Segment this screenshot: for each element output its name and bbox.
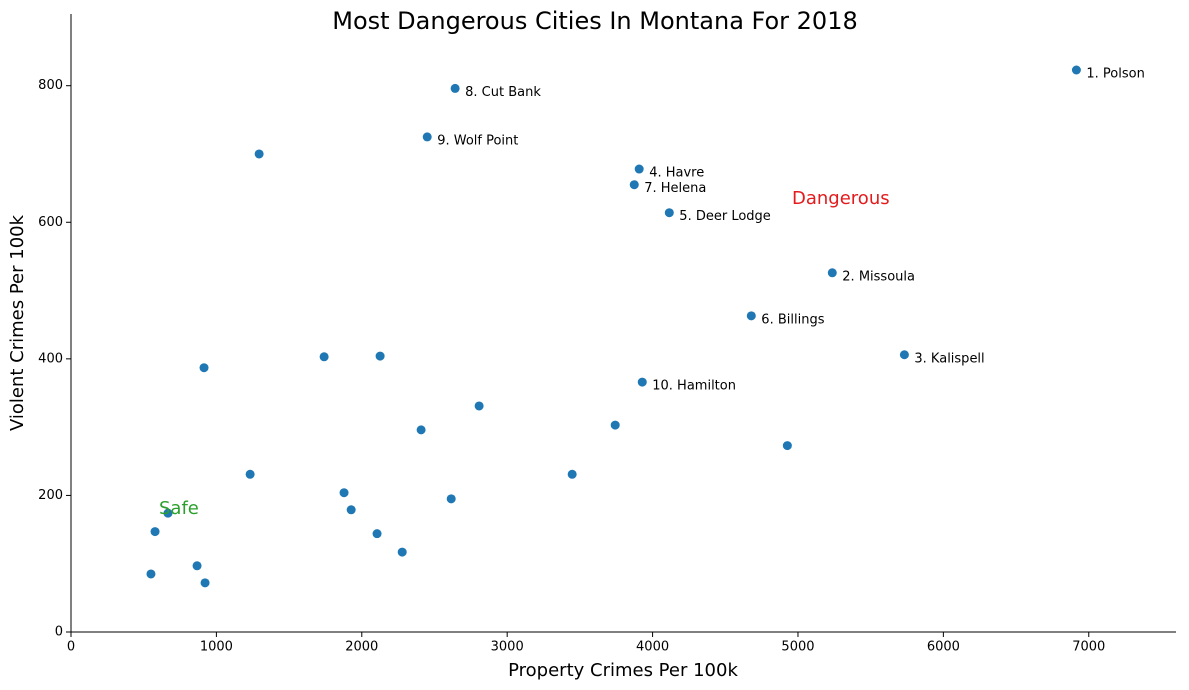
point [782,441,792,451]
point [319,352,329,362]
x-tick-label: 1000 [200,640,233,655]
point-label: 4. Havre [649,166,704,181]
x-tick-label: 4000 [636,640,669,655]
y-tick-label: 400 [38,351,63,366]
point-label: 6. Billings [761,312,824,327]
point [567,469,577,479]
point [664,208,674,218]
point [629,180,639,190]
point [610,420,620,430]
annotation: Safe [159,498,199,519]
point [245,469,255,479]
point-label: 10. Hamilton [652,379,736,394]
point [346,505,356,515]
point [397,547,407,557]
y-tick-label: 800 [38,78,63,93]
point [200,578,210,588]
x-tick-label: 6000 [927,640,960,655]
point [375,351,385,361]
point [339,488,349,498]
point [899,350,909,360]
x-tick-label: 3000 [491,640,524,655]
point [446,494,456,504]
annotation: Dangerous [792,188,890,209]
point [146,569,156,579]
y-tick-label: 0 [55,625,63,640]
point [450,83,460,93]
point [422,132,432,142]
point-label: 8. Cut Bank [465,85,541,100]
point [474,401,484,411]
x-tick-label: 2000 [345,640,378,655]
point [192,561,202,571]
point [416,425,426,435]
point [746,311,756,321]
point [372,529,382,539]
x-tick-label: 7000 [1072,640,1105,655]
chart-title: Most Dangerous Cities In Montana For 201… [332,7,858,35]
point [827,268,837,278]
point [634,164,644,174]
x-tick-label: 5000 [781,640,814,655]
x-axis-label: Property Crimes Per 100k [508,660,738,681]
point-label: 3. Kalispell [914,351,984,366]
x-tick-label: 0 [67,640,75,655]
point [199,363,209,373]
point-label: 9. Wolf Point [437,133,518,148]
point-label: 2. Missoula [842,269,915,284]
y-tick-label: 200 [38,488,63,503]
y-tick-label: 600 [38,215,63,230]
point [637,377,647,387]
point [254,149,264,159]
point-label: 7. Helena [644,181,706,196]
point-label: 1. Polson [1086,66,1144,81]
point [150,527,160,537]
y-axis-label: Violent Crimes Per 100k [7,214,28,431]
point [163,508,173,518]
point [1071,65,1081,75]
point-label: 5. Deer Lodge [679,209,771,224]
